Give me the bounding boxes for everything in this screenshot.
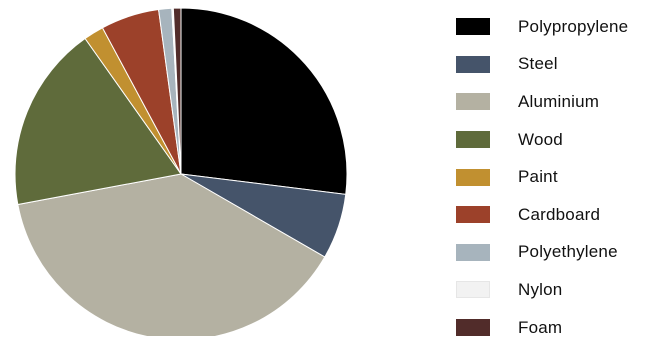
legend-swatch (456, 206, 490, 224)
legend-label: Aluminium (518, 91, 600, 111)
legend-item-cardboard: Cardboard (456, 196, 628, 234)
legend-swatch (456, 281, 490, 299)
legend-swatch (456, 319, 490, 337)
legend-label: Cardboard (518, 204, 601, 224)
legend-swatch (456, 168, 490, 186)
legend-item-wood: Wood (456, 121, 628, 159)
chart-legend: Polypropylene Steel Aluminium Wood Paint Card… (456, 8, 628, 346)
legend-item-nylon: Nylon (456, 271, 628, 309)
legend-label: Polyethylene (518, 242, 618, 262)
legend-label: Foam (518, 317, 563, 337)
legend-item-paint: Paint (456, 158, 628, 196)
legend-label: Paint (518, 167, 558, 187)
pie-slices (14, 7, 348, 336)
legend-item-steel: Steel (456, 46, 628, 84)
pie-slice-aluminium (17, 173, 326, 336)
legend-item-foam: Foam (456, 309, 628, 346)
pie-chart (14, 7, 348, 336)
legend-swatch (456, 243, 490, 261)
legend-label: Nylon (518, 279, 563, 299)
legend-item-aluminium: Aluminium (456, 83, 628, 121)
legend-label: Polypropylene (518, 16, 629, 36)
legend-label: Steel (518, 54, 558, 74)
legend-swatch (456, 55, 490, 73)
pie-slice-wood (14, 37, 182, 206)
pie-slice-polypropylene (180, 7, 348, 195)
legend-swatch (456, 18, 490, 36)
legend-item-polypropylene: Polypropylene (456, 8, 628, 46)
pie-slice-foam (172, 7, 182, 175)
legend-swatch (456, 93, 490, 111)
legend-item-polyethylene: Polyethylene (456, 234, 628, 272)
legend-label: Wood (518, 129, 563, 149)
legend-swatch (456, 131, 490, 149)
